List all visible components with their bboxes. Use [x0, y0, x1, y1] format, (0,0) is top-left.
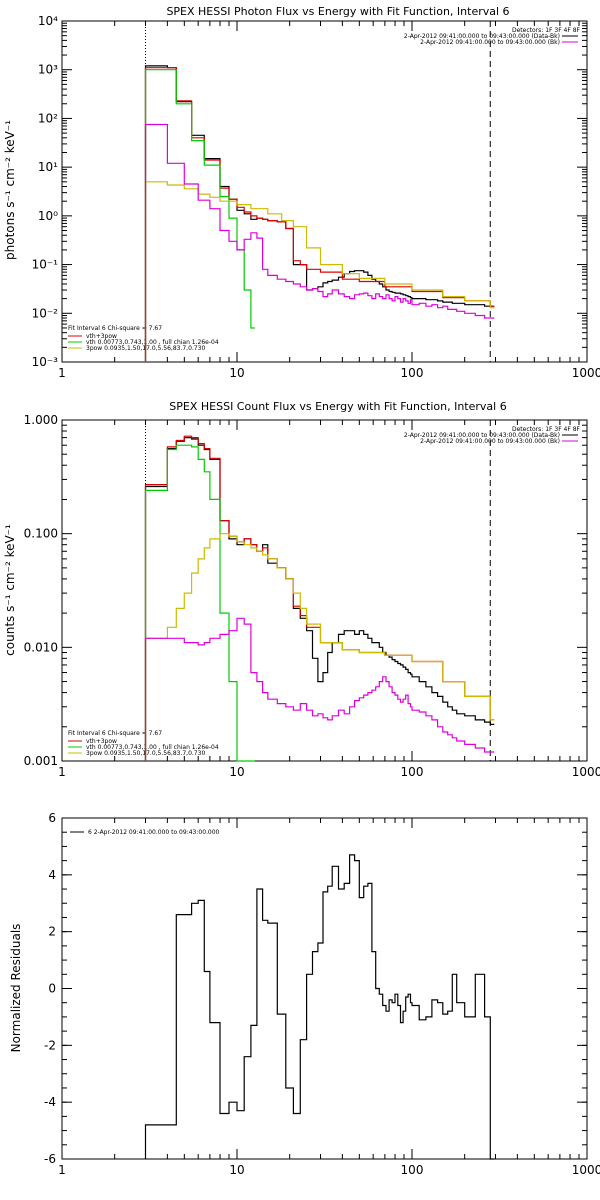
residuals-y-tick-label: 2: [48, 925, 56, 939]
photon-x-tick-label: 10: [229, 366, 244, 380]
residuals-x-tick-label: 10: [229, 1163, 244, 1177]
count-legend-vth: vth 0.00773,0.743,1.00 , full chian 1.26…: [86, 744, 219, 751]
photon-series-vth-3pow-line: [144, 67, 495, 362]
count-series-data-bk-line: [144, 437, 495, 761]
photon-y-tick-label: 10⁰: [38, 209, 58, 223]
photon-y-tick-label: 10⁻³: [32, 355, 59, 369]
count-y-tick-label: 0.001: [24, 754, 58, 768]
photon-fit-label: Fit Interval 6 Chi-square = 7.67: [68, 325, 162, 332]
photon-y-tick-label: 10¹: [38, 160, 58, 174]
count-detectors-label: Detectors: 1F 3F 4F 8F: [512, 426, 581, 433]
photon-series-vth-line: [144, 69, 255, 362]
photon-y-tick-label: 10⁴: [38, 14, 58, 28]
panel-count-flux: SPEX HESSI Count Flux vs Energy with Fit…: [3, 400, 588, 762]
residuals-x-tick-label: 100: [401, 1163, 424, 1177]
photon-x-tick-label: 100: [401, 366, 424, 380]
residuals-x-tick-label: 1: [58, 1163, 66, 1177]
residuals-y-tick-label: -4: [44, 1095, 56, 1109]
count-x-tick-label: 10: [229, 765, 244, 779]
photon-series-data-bk-line: [144, 65, 495, 362]
count-y-tick-label: 0.100: [24, 527, 58, 541]
count-series-bk-line: [144, 617, 495, 761]
photon-series-bk-line: [144, 123, 495, 362]
count-series-3pow-line: [144, 533, 495, 761]
photon-chart-title: SPEX HESSI Photon Flux vs Energy with Fi…: [166, 5, 509, 18]
panel-photon-flux: SPEX HESSI Photon Flux vs Energy with Fi…: [3, 5, 588, 363]
residuals-x-tick-label: 1000: [572, 1163, 600, 1177]
residuals-y-tick-label: 0: [48, 982, 56, 996]
photon-y-axis-label: photons s⁻¹ cm⁻² keV⁻¹: [3, 120, 17, 260]
residuals-y-tick-label: -2: [44, 1038, 56, 1052]
count-legend-total: vth+3pow: [86, 738, 117, 745]
count-series-vth-3pow-line: [144, 435, 495, 761]
photon-y-tick-label: 10²: [38, 111, 58, 125]
residuals-legend-text: 6 2-Apr-2012 09:41:00.000 to 09:43:00.00…: [88, 829, 220, 836]
residuals-y-tick-label: 4: [48, 868, 56, 882]
count-y-tick-label: 0.010: [24, 640, 58, 654]
photon-plot-frame: [61, 20, 588, 363]
photon-legend-total: vth+3pow: [86, 333, 117, 340]
count-fit-label: Fit Interval 6 Chi-square = 7.67: [68, 730, 162, 737]
photon-y-tick-label: 10⁻¹: [32, 258, 59, 272]
count-y-tick-label: 1.000: [24, 413, 58, 427]
count-series-vth-line: [144, 444, 255, 762]
residuals-y-tick-label: 6: [48, 811, 56, 825]
photon-detectors-label: Detectors: 1F 3F 4F 8F: [512, 27, 581, 34]
residuals-y-tick-label: -6: [44, 1152, 56, 1166]
residuals-y-axis-label: Normalized Residuals: [9, 924, 23, 1053]
photon-y-tick-label: 10⁻²: [32, 306, 59, 320]
count-plot-frame: [61, 419, 588, 762]
photon-y-tick-label: 10³: [38, 63, 58, 77]
count-y-axis-label: counts s⁻¹ cm⁻² keV⁻¹: [3, 524, 17, 656]
panel-residuals: Normalized Residuals 6 2-Apr-2012 09:41:…: [9, 817, 588, 1160]
count-chart-title: SPEX HESSI Count Flux vs Energy with Fit…: [169, 400, 506, 413]
count-x-tick-label: 100: [401, 765, 424, 779]
photon-x-tick-label: 1000: [572, 366, 600, 380]
photon-legend-vth: vth 0.00773,0.743,1.00 , full chian 1.26…: [86, 339, 219, 346]
photon-time-label-data: 2-Apr-2012 09:41:00.000 to 09:43:00.000 …: [404, 33, 560, 40]
photon-x-tick-label: 1: [58, 366, 66, 380]
count-x-tick-label: 1: [58, 765, 66, 779]
residuals-plot-frame: [61, 817, 588, 1160]
count-time-label-data: 2-Apr-2012 09:41:00.000 to 09:43:00.000 …: [404, 432, 560, 439]
residuals-series-residuals-line: [144, 854, 495, 1160]
count-x-tick-label: 1000: [572, 765, 600, 779]
